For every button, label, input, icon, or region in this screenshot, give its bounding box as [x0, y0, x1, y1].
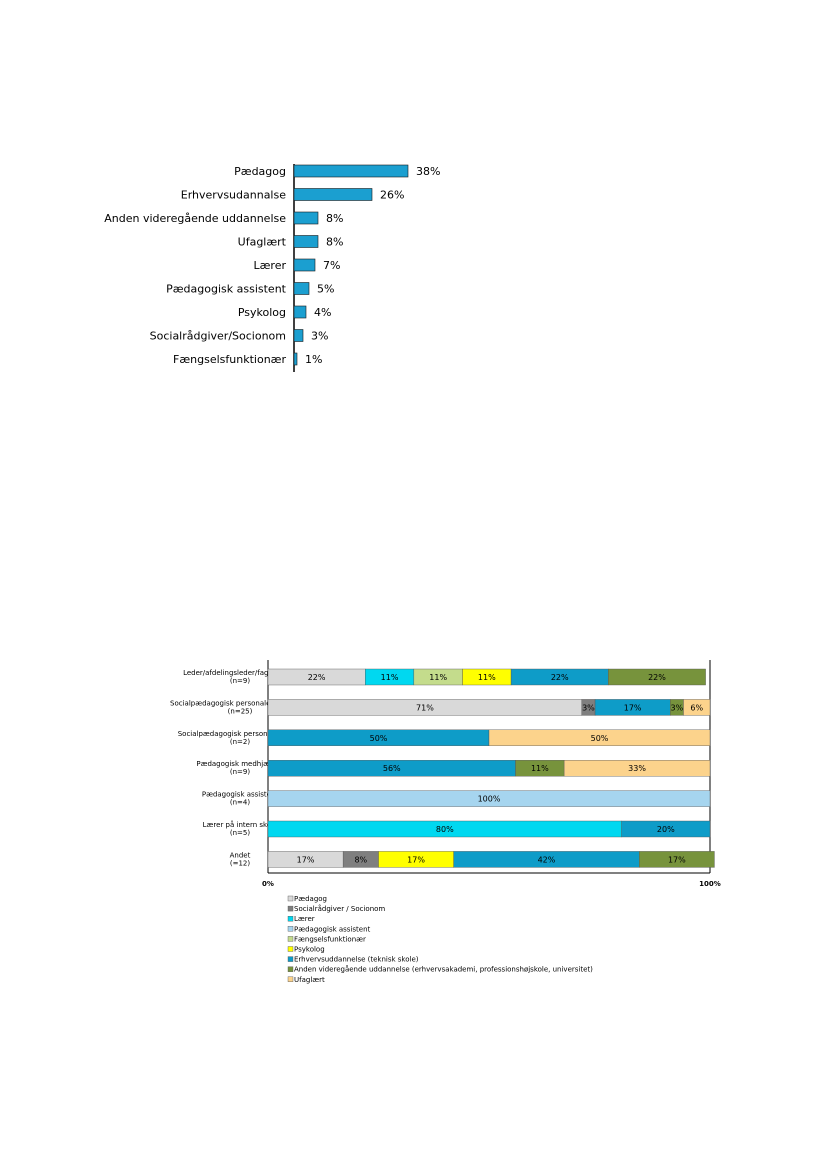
- segment-label: 17%: [624, 703, 642, 712]
- legend-label: Fængselsfunktionær: [294, 935, 366, 943]
- category-label: Fængselsfunktionær: [173, 353, 286, 366]
- legend-label: Anden videregående uddannelse (erhvervsa…: [294, 965, 593, 974]
- bar: [293, 329, 304, 342]
- row-label: Socialpædagogisk personale - fastansat: [170, 699, 310, 707]
- segment-label: 11%: [381, 673, 399, 682]
- data-label: 38%: [416, 165, 440, 178]
- row-label: Andet: [230, 851, 251, 859]
- legend-swatch: [287, 936, 294, 942]
- bar: [293, 352, 298, 366]
- segment-label: 50%: [591, 734, 609, 743]
- legend-swatch: [287, 905, 294, 912]
- category-label: Ufaglært: [238, 236, 287, 249]
- category-label: Lærer: [253, 259, 286, 272]
- category-label: Anden videregående uddannelse: [104, 212, 286, 225]
- data-label: 8%: [326, 212, 343, 225]
- legend-label: Lærer: [294, 915, 315, 923]
- segment-label: 50%: [370, 734, 388, 743]
- row-n-label: (n=5): [230, 829, 250, 837]
- stacked-segment: [563, 759, 711, 777]
- legend-label: Erhvervsuddannelse (teknisk skole): [294, 956, 419, 964]
- bar: [293, 164, 409, 178]
- row-label: Socialpædagogisk personale - vikar: [178, 730, 303, 738]
- legend-label: Pædagog: [294, 895, 327, 903]
- segment-label: 22%: [308, 673, 326, 682]
- legend-swatch: [287, 926, 294, 932]
- legend-swatch: [287, 895, 294, 902]
- segment-label: 17%: [668, 855, 686, 864]
- category-label: Pædagog: [234, 165, 286, 178]
- data-label: 7%: [323, 259, 340, 272]
- legend-swatch: [287, 966, 294, 972]
- segment-label: 11%: [478, 673, 496, 682]
- row-label: Lærer på intern skole: [203, 820, 278, 829]
- bar: [293, 235, 319, 248]
- segment-label: 11%: [531, 764, 549, 773]
- bar: [293, 258, 316, 272]
- bar: [293, 282, 310, 295]
- segment-label: 6%: [690, 703, 703, 712]
- data-label: 26%: [380, 189, 404, 202]
- category-label: Erhvervsudannalse: [181, 189, 286, 202]
- legend-swatch: [287, 956, 294, 962]
- segment-label: 22%: [648, 673, 666, 682]
- legend-label: Pædagogisk assistent: [294, 925, 371, 933]
- row-n-label: (n=25): [228, 707, 253, 715]
- stacked-education-chart: Leder/afdelingsleder/faglig leder(n=9) 22…: [170, 660, 721, 984]
- row-n-label: (n=2): [230, 738, 250, 746]
- data-label: 5%: [317, 283, 334, 296]
- segment-label: 71%: [416, 703, 434, 712]
- row-n-label: (n=9): [230, 768, 250, 776]
- row-n-label: (n=4): [230, 799, 250, 807]
- data-label: 1%: [305, 353, 322, 366]
- legend-swatch: [287, 976, 294, 982]
- segment-label: 42%: [538, 855, 556, 864]
- segment-label: 56%: [383, 764, 401, 773]
- data-label: 4%: [314, 306, 331, 319]
- data-label: 8%: [326, 236, 343, 249]
- legend-label: Socialrådgiver / Socionom: [294, 904, 385, 913]
- bar: [293, 211, 319, 225]
- row-label: Pædagogisk medhjælper: [196, 760, 283, 768]
- bar: [293, 188, 373, 201]
- row-label: Pædagogisk assistent: [202, 791, 279, 799]
- segment-label: 33%: [628, 764, 646, 773]
- category-label: Psykolog: [238, 306, 286, 319]
- segment-label: 80%: [436, 825, 454, 834]
- profession-bar-chart: Pædagog 38% Erhvervsudannalse 26% Anden vide…: [104, 164, 440, 372]
- x-tick-label: 100%: [699, 880, 721, 888]
- legend-label: Ufaglært: [294, 976, 325, 984]
- stacked-segment: [639, 851, 715, 868]
- segment-label: 3%: [582, 703, 595, 712]
- category-label: Pædagogisk assistent: [166, 283, 287, 296]
- stacked-segment: [621, 820, 711, 838]
- legend-label: Psykolog: [294, 946, 325, 954]
- segment-label: 22%: [551, 673, 569, 682]
- stacked-segment: [683, 699, 711, 716]
- data-label: 3%: [311, 330, 328, 343]
- row-label: Leder/afdelingsleder/faglig leder: [183, 669, 297, 677]
- segment-label: 20%: [657, 825, 675, 834]
- row-n-label: (n=9): [230, 677, 250, 685]
- segment-label: 100%: [478, 795, 501, 804]
- stacked-segment: [267, 790, 711, 807]
- segment-label: 8%: [354, 855, 367, 864]
- segment-label: 17%: [297, 855, 315, 864]
- segment-label: 11%: [429, 673, 447, 682]
- stacked-segment: [608, 668, 706, 686]
- segment-label: 3%: [670, 703, 683, 712]
- legend-swatch: [287, 916, 294, 922]
- row-n-label: (=12): [230, 859, 251, 867]
- stacked-segment: [488, 729, 711, 747]
- segment-label: 17%: [407, 855, 425, 864]
- category-label: Socialrådgiver/Socionom: [150, 330, 286, 343]
- bar: [293, 305, 307, 319]
- legend-swatch: [287, 946, 294, 952]
- x-tick-label: 0%: [262, 880, 274, 888]
